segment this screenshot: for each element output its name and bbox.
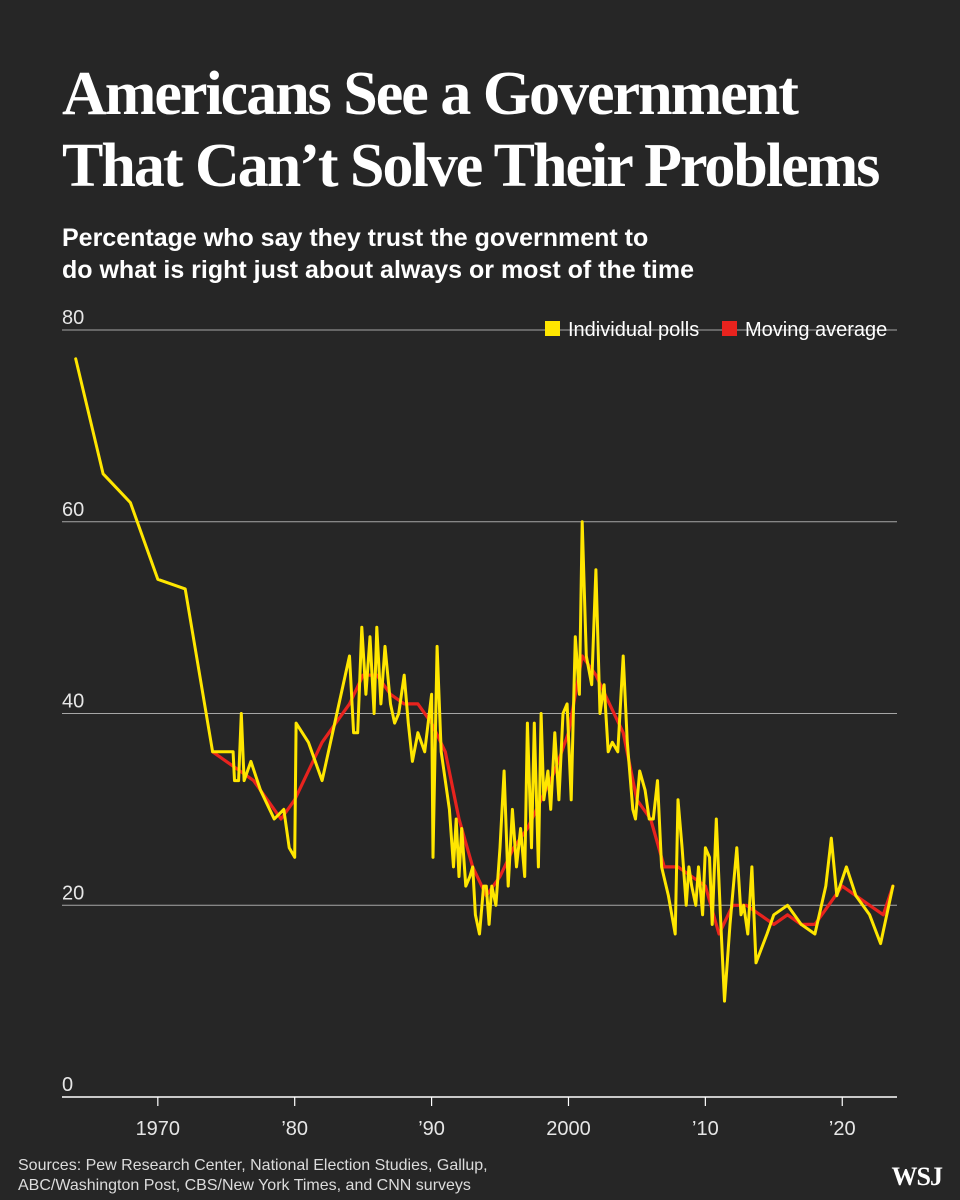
chart-subtitle-line-1: Percentage who say they trust the govern… bbox=[62, 224, 649, 252]
y-tick-label: 60 bbox=[62, 499, 84, 521]
moving-average-legend-swatch bbox=[722, 321, 737, 336]
chart-title-line-1: Americans See a Government bbox=[62, 60, 799, 128]
x-tick-label: 1970 bbox=[136, 1118, 181, 1140]
source-note: Sources: Pew Research Center, National E… bbox=[18, 1156, 718, 1196]
x-axis: 1970 ’80 ’90 2000 ’10 ’20 bbox=[62, 1096, 897, 1140]
individual-polls-legend-label: Individual polls bbox=[568, 319, 699, 341]
chart-title: Americans See a Government That Can’t So… bbox=[62, 58, 922, 202]
individual-polls-legend-swatch bbox=[545, 321, 560, 336]
y-tick-label: 80 bbox=[62, 307, 84, 329]
legend: Individual polls Moving average bbox=[545, 319, 887, 341]
chart-subtitle-line-2: do what is right just about always or mo… bbox=[62, 256, 695, 284]
y-tick-label: 20 bbox=[62, 882, 84, 904]
x-tick-label: ’20 bbox=[829, 1118, 856, 1140]
trust-line-chart: 80 60 40 20 0 1970 ’80 ’90 2000 ’10 ’20 Individua… bbox=[62, 307, 897, 1140]
moving-average-legend-label: Moving average bbox=[745, 319, 887, 341]
moving-average-line bbox=[211, 654, 895, 936]
x-tick-label: ’10 bbox=[692, 1118, 719, 1140]
source-line-1: Sources: Pew Research Center, National E… bbox=[18, 1157, 488, 1174]
x-tick-label: ’90 bbox=[418, 1118, 445, 1140]
y-tick-label: 0 bbox=[62, 1074, 73, 1096]
x-tick-label: 2000 bbox=[546, 1118, 591, 1140]
chart-subtitle: Percentage who say they trust the govern… bbox=[62, 222, 882, 286]
x-tick-label: ’80 bbox=[281, 1118, 308, 1140]
wsj-logo: WSJ bbox=[891, 1162, 943, 1191]
y-tick-label: 40 bbox=[62, 691, 84, 713]
grid-layer: 80 60 40 20 0 bbox=[62, 307, 897, 1096]
source-line-2: ABC/Washington Post, CBS/New York Times,… bbox=[18, 1177, 471, 1194]
chart-title-line-2: That Can’t Solve Their Problems bbox=[62, 132, 880, 200]
series-layer bbox=[74, 357, 895, 1003]
individual-polls-line bbox=[74, 357, 895, 1003]
